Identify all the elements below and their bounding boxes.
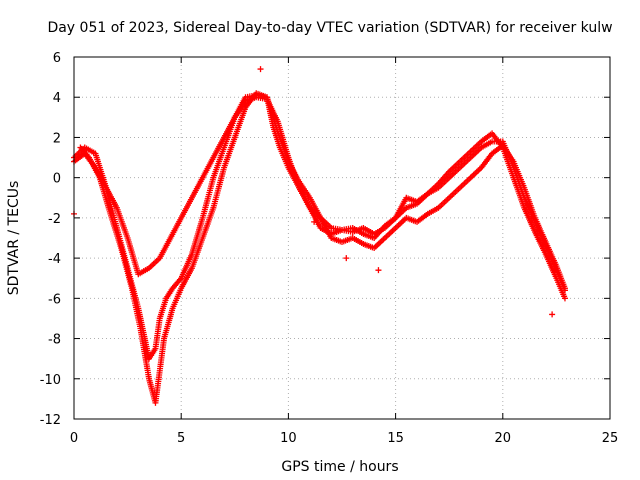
x-tick-label: 0: [70, 431, 78, 446]
x-tick-label: 15: [387, 431, 404, 446]
y-tick-label: 2: [53, 131, 61, 146]
y-tick-label: -4: [48, 252, 61, 267]
data-points: [71, 66, 568, 406]
data-point-marker: [375, 267, 382, 274]
x-tick-label: 20: [495, 431, 512, 446]
x-tick-label: 25: [602, 431, 619, 446]
y-tick-label: 4: [53, 91, 61, 106]
y-tick-label: -2: [48, 212, 61, 227]
y-tick-label: -6: [48, 292, 61, 307]
grid: [74, 57, 610, 419]
y-tick-label: -8: [48, 333, 61, 348]
y-axis-label: SDTVAR / TECUs: [6, 181, 22, 296]
data-point-marker: [311, 218, 318, 225]
data-point-marker: [561, 285, 568, 292]
data-point-marker: [561, 295, 568, 302]
data-point-marker: [343, 255, 350, 262]
x-axis-label: GPS time / hours: [281, 459, 398, 475]
x-tick-label: 5: [177, 431, 185, 446]
y-tick-label: 0: [53, 172, 61, 187]
chart-title: Day 051 of 2023, Sidereal Day-to-day VTE…: [47, 20, 612, 36]
y-tick-label: 6: [53, 51, 61, 66]
y-tick-label: -12: [40, 413, 61, 428]
x-tick-label: 10: [280, 431, 297, 446]
data-point-marker: [257, 66, 264, 73]
plot-frame: [73, 56, 611, 420]
y-tick-label: -10: [40, 373, 61, 388]
axis-ticks: 0 5 10 15 20 25 -12 -10 -8 -6 -4 -2 0 2 4 6: [40, 51, 619, 446]
data-point-marker: [549, 311, 556, 318]
